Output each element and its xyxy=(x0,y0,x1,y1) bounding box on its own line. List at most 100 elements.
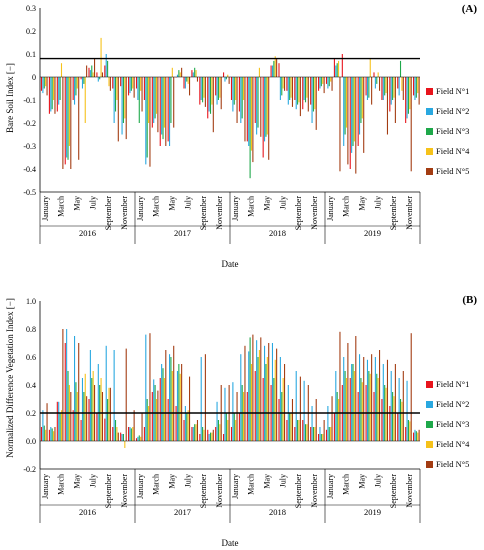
bsi-bar xyxy=(74,77,76,105)
ndvi-bar xyxy=(109,387,111,441)
ndvi-bar xyxy=(289,413,291,441)
ndvi-month-label: July xyxy=(183,474,192,487)
bsi-bar xyxy=(299,77,301,117)
ndvi-legend-swatch xyxy=(426,401,433,408)
ndvi-bar xyxy=(240,354,242,441)
ndvi-bar xyxy=(64,343,66,441)
bsi-bar xyxy=(331,77,333,91)
bsi-bar xyxy=(67,77,69,160)
bsi-month-label: July xyxy=(183,196,192,209)
bsi-bar xyxy=(295,77,297,110)
bsi-bar xyxy=(109,77,111,91)
ndvi-bar xyxy=(256,340,258,441)
ndvi-bar xyxy=(297,420,299,441)
bsi-bar xyxy=(141,77,143,112)
ndvi-bar xyxy=(129,427,131,441)
ndvi-bar xyxy=(227,420,229,441)
ndvi-bar xyxy=(338,399,340,441)
bsi-y-tick-label: -0.3 xyxy=(23,142,36,151)
bsi-legend-swatch xyxy=(426,148,433,155)
ndvi-bar xyxy=(318,434,320,441)
ndvi-bar xyxy=(146,399,148,441)
ndvi-bar xyxy=(202,427,204,441)
ndvi-chart: (B) Normalized Difference Vegetation Ind… xyxy=(5,294,477,548)
ndvi-bar xyxy=(112,427,114,441)
bsi-y-tick-label: 0.2 xyxy=(26,27,36,36)
ndvi-bar xyxy=(183,420,185,441)
bsi-bar xyxy=(318,77,320,91)
ndvi-bar xyxy=(46,403,48,441)
bsi-bar xyxy=(169,77,171,146)
bsi-bar xyxy=(282,77,284,89)
bsi-month-label: July xyxy=(278,196,287,209)
bsi-bar xyxy=(398,77,400,96)
ndvi-bar xyxy=(67,371,69,441)
bsi-bar xyxy=(153,77,155,123)
bsi-bar xyxy=(99,77,101,80)
bsi-bar xyxy=(215,77,217,96)
ndvi-bar xyxy=(290,413,292,441)
ndvi-bar xyxy=(310,427,312,441)
bsi-bar xyxy=(107,60,109,77)
ndvi-bar xyxy=(314,427,316,441)
bsi-bar xyxy=(320,77,322,87)
ndvi-bar xyxy=(327,406,329,441)
ndvi-year-label: 2017 xyxy=(174,507,191,517)
ndvi-bar xyxy=(223,434,225,441)
ndvi-bar xyxy=(392,392,394,441)
bsi-bar xyxy=(80,77,82,80)
bsi-bar xyxy=(116,77,118,100)
ndvi-bar xyxy=(382,364,384,441)
bsi-bar xyxy=(257,77,259,128)
bsi-month-label: March xyxy=(247,196,256,217)
ndvi-bar xyxy=(72,410,74,441)
ndvi-bar xyxy=(262,378,264,441)
bsi-bar xyxy=(184,77,186,89)
ndvi-bar xyxy=(186,413,188,441)
ndvi-bar xyxy=(236,392,238,441)
ndvi-bar xyxy=(161,364,163,441)
bsi-bar xyxy=(284,77,286,91)
ndvi-bar xyxy=(83,392,85,441)
bsi-year-label: 2018 xyxy=(269,228,286,238)
ndvi-y-tick-label: 0.4 xyxy=(26,381,36,390)
ndvi-bar xyxy=(333,413,335,441)
ndvi-bar xyxy=(260,337,262,441)
ndvi-bar xyxy=(187,410,189,441)
ndvi-bar xyxy=(141,413,143,441)
bsi-bar xyxy=(45,77,47,87)
bsi-bar xyxy=(338,60,340,77)
bsi-bar xyxy=(258,67,260,77)
bsi-bar xyxy=(401,77,403,91)
bsi-legend-swatch xyxy=(426,128,433,135)
bsi-bar xyxy=(307,77,309,112)
ndvi-bar xyxy=(209,432,212,441)
ndvi-bar xyxy=(394,364,396,441)
ndvi-bar xyxy=(200,357,202,441)
ndvi-bar xyxy=(53,431,55,441)
bsi-bar xyxy=(266,77,268,135)
bsi-legend-label: Field N°2 xyxy=(436,106,469,116)
ndvi-bar xyxy=(167,399,169,441)
bsi-bar xyxy=(128,77,130,96)
ndvi-bar xyxy=(163,378,165,441)
bsi-bar xyxy=(207,77,209,119)
bsi-month-label: January xyxy=(326,196,335,221)
bsi-bar xyxy=(151,77,153,128)
bsi-bar xyxy=(220,77,222,110)
bsi-month-label: March xyxy=(152,196,161,217)
bsi-bar xyxy=(62,77,64,169)
bsi-bar xyxy=(196,77,199,82)
ndvi-y-tick-label: -0.2 xyxy=(23,465,36,474)
bsi-bar xyxy=(262,77,264,158)
bsi-bar xyxy=(278,63,280,77)
ndvi-bar xyxy=(59,413,61,441)
ndvi-legend-swatch xyxy=(426,421,433,428)
ndvi-bar xyxy=(100,378,102,441)
bsi-bar xyxy=(56,77,58,112)
ndvi-bar xyxy=(124,441,126,448)
bsi-month-label: November xyxy=(405,196,414,230)
bsi-y-tick-label: 0 xyxy=(32,73,36,82)
ndvi-bar xyxy=(208,434,210,441)
ndvi-bar xyxy=(286,420,288,441)
